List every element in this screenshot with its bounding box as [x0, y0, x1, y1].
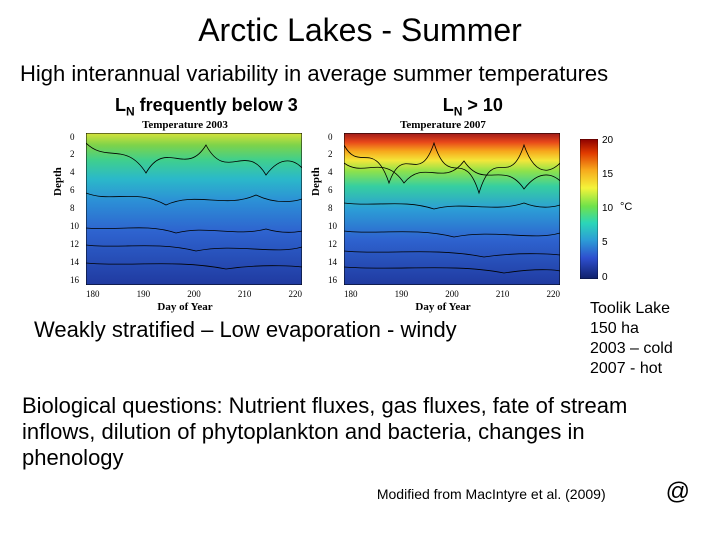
stratification-text: Weakly stratified – Low evaporation - wi… [34, 317, 590, 343]
heatmap-svg [344, 133, 560, 285]
y-ticks: 0246810121416 [328, 133, 337, 285]
temperature-2003-chart: Temperature 2003DepthDay of Year02468101… [60, 121, 310, 311]
chart-title: Temperature 2007 [318, 119, 568, 131]
colorbar-tick: 5 [602, 237, 613, 248]
ln-left-post: frequently below 3 [135, 95, 298, 115]
colorbar-tick: 20 [602, 135, 613, 146]
colorbar-tick: 15 [602, 169, 613, 180]
heatmap-svg [86, 133, 302, 285]
toolik-sidebox: Toolik Lake 150 ha 2003 – cold 2007 - ho… [590, 299, 710, 379]
chart-title: Temperature 2003 [60, 119, 310, 131]
slide-title: Arctic Lakes - Summer [0, 0, 720, 49]
colorbar-tick: 0 [602, 272, 613, 283]
sidebox-line: Toolik Lake [590, 299, 710, 319]
chart-labels-row: LN frequently below 3 LN > 10 [0, 91, 720, 121]
y-axis-label: Depth [52, 167, 64, 196]
x-ticks: 180190200210220 [86, 289, 302, 299]
colorbar-ticks: 20 15 10 5 0 [602, 135, 613, 283]
at-symbol: @ [666, 478, 690, 506]
sidebox-line: 2007 - hot [590, 359, 710, 379]
colorbar-gradient [580, 139, 598, 279]
footer-row: Modified from MacIntyre et al. (2009) @ [0, 472, 720, 506]
temperature-2007-chart: Temperature 2007DepthDay of Year02468101… [318, 121, 568, 311]
colorbar-unit: °C [620, 201, 632, 213]
ln-right-pre: L [443, 95, 454, 115]
sidebox-line: 2003 – cold [590, 339, 710, 359]
colorbar: 20 15 10 5 0 °C [580, 131, 640, 301]
slide-subtitle: High interannual variability in average … [0, 49, 720, 91]
biological-questions: Biological questions: Nutrient fluxes, g… [0, 379, 720, 472]
charts-row: Temperature 2003 Depth Day of Year 02468101… [0, 121, 720, 311]
label-ln-left: LN frequently below 3 [115, 95, 298, 119]
ln-right-post: > 10 [462, 95, 503, 115]
colorbar-tick: 10 [602, 203, 613, 214]
sidebox-line: 150 ha [590, 319, 710, 339]
mid-row: Weakly stratified – Low evaporation - wi… [0, 311, 720, 379]
y-ticks: 0246810121416 [70, 133, 79, 285]
label-ln-right: LN > 10 [443, 95, 503, 119]
x-ticks: 180190200210220 [344, 289, 560, 299]
credit-text: Modified from MacIntyre et al. (2009) [377, 486, 606, 502]
y-axis-label: Depth [310, 167, 322, 196]
ln-left-sub: N [126, 105, 135, 119]
x-axis-label: Day of Year [60, 301, 310, 313]
x-axis-label: Day of Year [318, 301, 568, 313]
ln-left-pre: L [115, 95, 126, 115]
